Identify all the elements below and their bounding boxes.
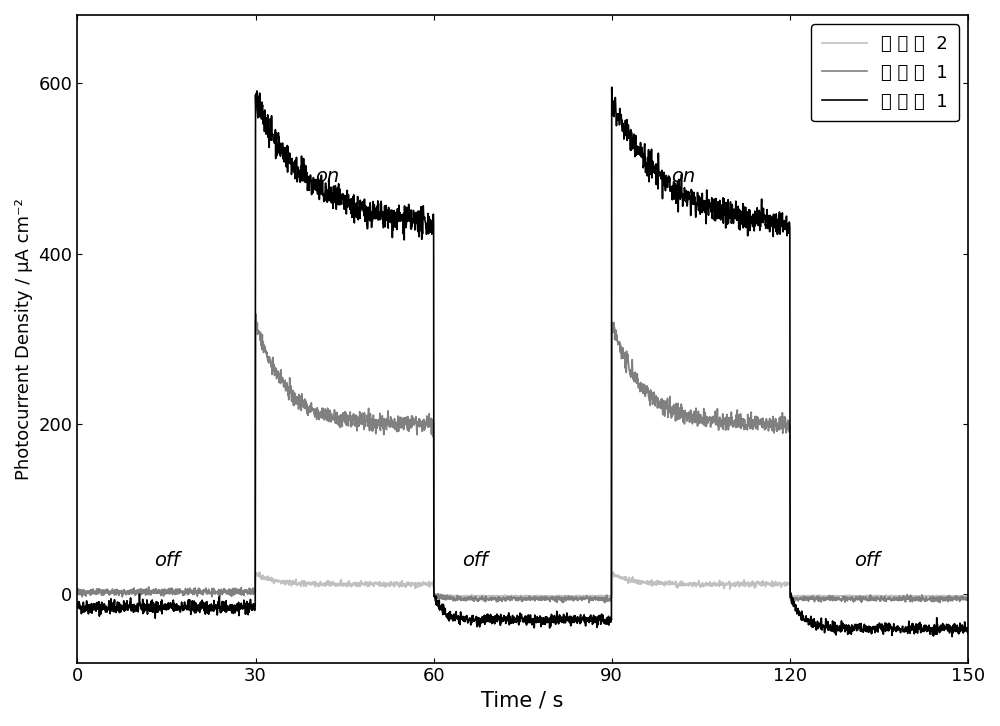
比 较 例  1 xyxy=(250,310,262,319)
实 施 例  1 xyxy=(499,613,511,621)
Text: off: off xyxy=(854,551,880,570)
比 较 例  1 xyxy=(962,595,974,604)
实 施 例  1 xyxy=(426,230,438,239)
比 较 例  2 xyxy=(922,592,934,600)
Line: 比 较 例  2: 比 较 例 2 xyxy=(77,572,968,597)
比 较 例  1 xyxy=(71,589,83,597)
比 较 例  2 xyxy=(549,593,561,602)
比 较 例  2 xyxy=(612,571,624,579)
实 施 例  1 xyxy=(962,629,974,638)
比 较 例  1 xyxy=(249,588,261,597)
Text: off: off xyxy=(462,551,488,570)
实 施 例  1 xyxy=(922,625,934,634)
比 较 例  1 xyxy=(426,415,438,423)
实 施 例  1 xyxy=(606,83,618,91)
比 较 例  2 xyxy=(249,588,261,597)
比 较 例  1 xyxy=(367,419,379,428)
比 较 例  2 xyxy=(367,581,379,590)
Legend: 比 较 例  2, 比 较 例  1, 实 施 例  1: 比 较 例 2, 比 较 例 1, 实 施 例 1 xyxy=(811,24,959,121)
实 施 例  1 xyxy=(367,211,379,220)
比 较 例  2 xyxy=(962,592,974,600)
比 较 例  1 xyxy=(922,595,934,604)
Y-axis label: Photocurrent Density / μA cm⁻²: Photocurrent Density / μA cm⁻² xyxy=(15,198,33,480)
Text: on: on xyxy=(315,168,339,187)
比 较 例  2 xyxy=(71,588,83,597)
比 较 例  2 xyxy=(499,592,511,600)
实 施 例  1 xyxy=(249,604,261,613)
比 较 例  1 xyxy=(499,593,511,602)
Line: 实 施 例  1: 实 施 例 1 xyxy=(77,87,968,637)
比 较 例  2 xyxy=(607,568,619,576)
X-axis label: Time / s: Time / s xyxy=(481,691,564,711)
实 施 例  1 xyxy=(612,110,624,118)
实 施 例  1 xyxy=(71,601,83,610)
比 较 例  2 xyxy=(426,579,438,588)
Line: 比 较 例  1: 比 较 例 1 xyxy=(77,314,968,603)
Text: on: on xyxy=(671,168,695,187)
比 较 例  1 xyxy=(612,338,624,346)
Text: off: off xyxy=(154,551,179,570)
实 施 例  1 xyxy=(946,632,958,641)
比 较 例  1 xyxy=(599,598,611,607)
